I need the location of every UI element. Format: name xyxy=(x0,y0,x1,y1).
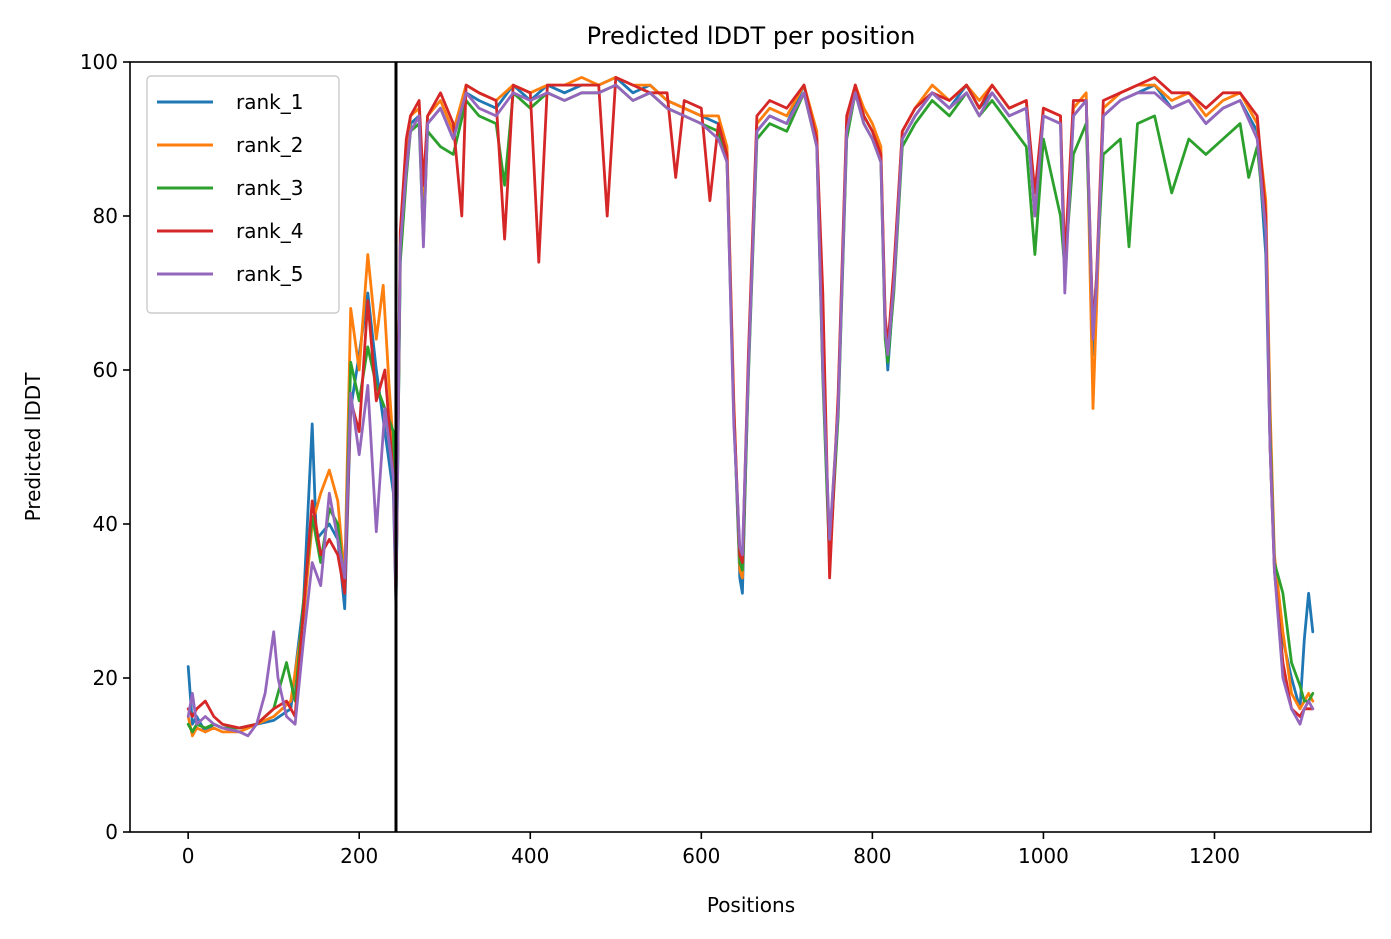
y-axis: 0 20 40 60 80 100 xyxy=(80,50,130,844)
x-tick-label: 400 xyxy=(511,844,549,868)
x-tick-label: 1000 xyxy=(1018,844,1069,868)
y-tick-label: 20 xyxy=(93,666,118,690)
y-tick-label: 0 xyxy=(105,820,118,844)
plot-area xyxy=(186,62,1315,832)
y-axis-title: Predicted lDDT xyxy=(21,372,45,522)
y-tick-label: 40 xyxy=(93,512,118,536)
y-tick-label: 60 xyxy=(93,358,118,382)
series-line-rank-5 xyxy=(186,83,1315,738)
x-tick-label: 1200 xyxy=(1189,844,1240,868)
x-tick-label: 200 xyxy=(340,844,378,868)
y-tick-label: 100 xyxy=(80,50,118,74)
y-tick-label: 80 xyxy=(93,204,118,228)
x-tick-label: 0 xyxy=(182,844,195,868)
legend: rank_1 rank_2 rank_3 rank_4 rank_5 xyxy=(146,75,340,314)
plot-frame xyxy=(129,61,1372,833)
chart-title: Predicted lDDT per position xyxy=(587,22,916,50)
legend-label-rank-3: rank_3 xyxy=(236,176,303,200)
legend-label-rank-1: rank_1 xyxy=(236,90,303,114)
x-axis: 0 200 400 600 800 1000 1200 xyxy=(182,832,1240,868)
x-axis-title: Positions xyxy=(707,893,795,917)
legend-label-rank-4: rank_4 xyxy=(236,219,303,243)
legend-label-rank-5: rank_5 xyxy=(236,262,303,286)
x-tick-label: 800 xyxy=(853,844,891,868)
legend-box xyxy=(146,75,340,314)
x-tick-label: 600 xyxy=(682,844,720,868)
legend-label-rank-2: rank_2 xyxy=(236,133,303,157)
